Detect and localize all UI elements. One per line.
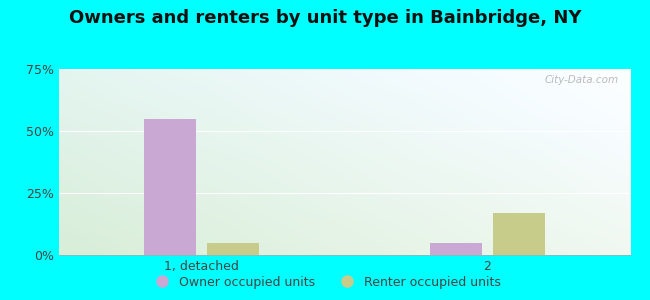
Bar (144, 118, 196, 255)
Bar (207, 243, 259, 255)
Bar (430, 243, 482, 255)
Text: Owners and renters by unit type in Bainbridge, NY: Owners and renters by unit type in Bainb… (69, 9, 581, 27)
Legend: Owner occupied units, Renter occupied units: Owner occupied units, Renter occupied un… (144, 271, 506, 294)
Text: City-Data.com: City-Data.com (545, 75, 619, 85)
Bar (493, 213, 545, 255)
